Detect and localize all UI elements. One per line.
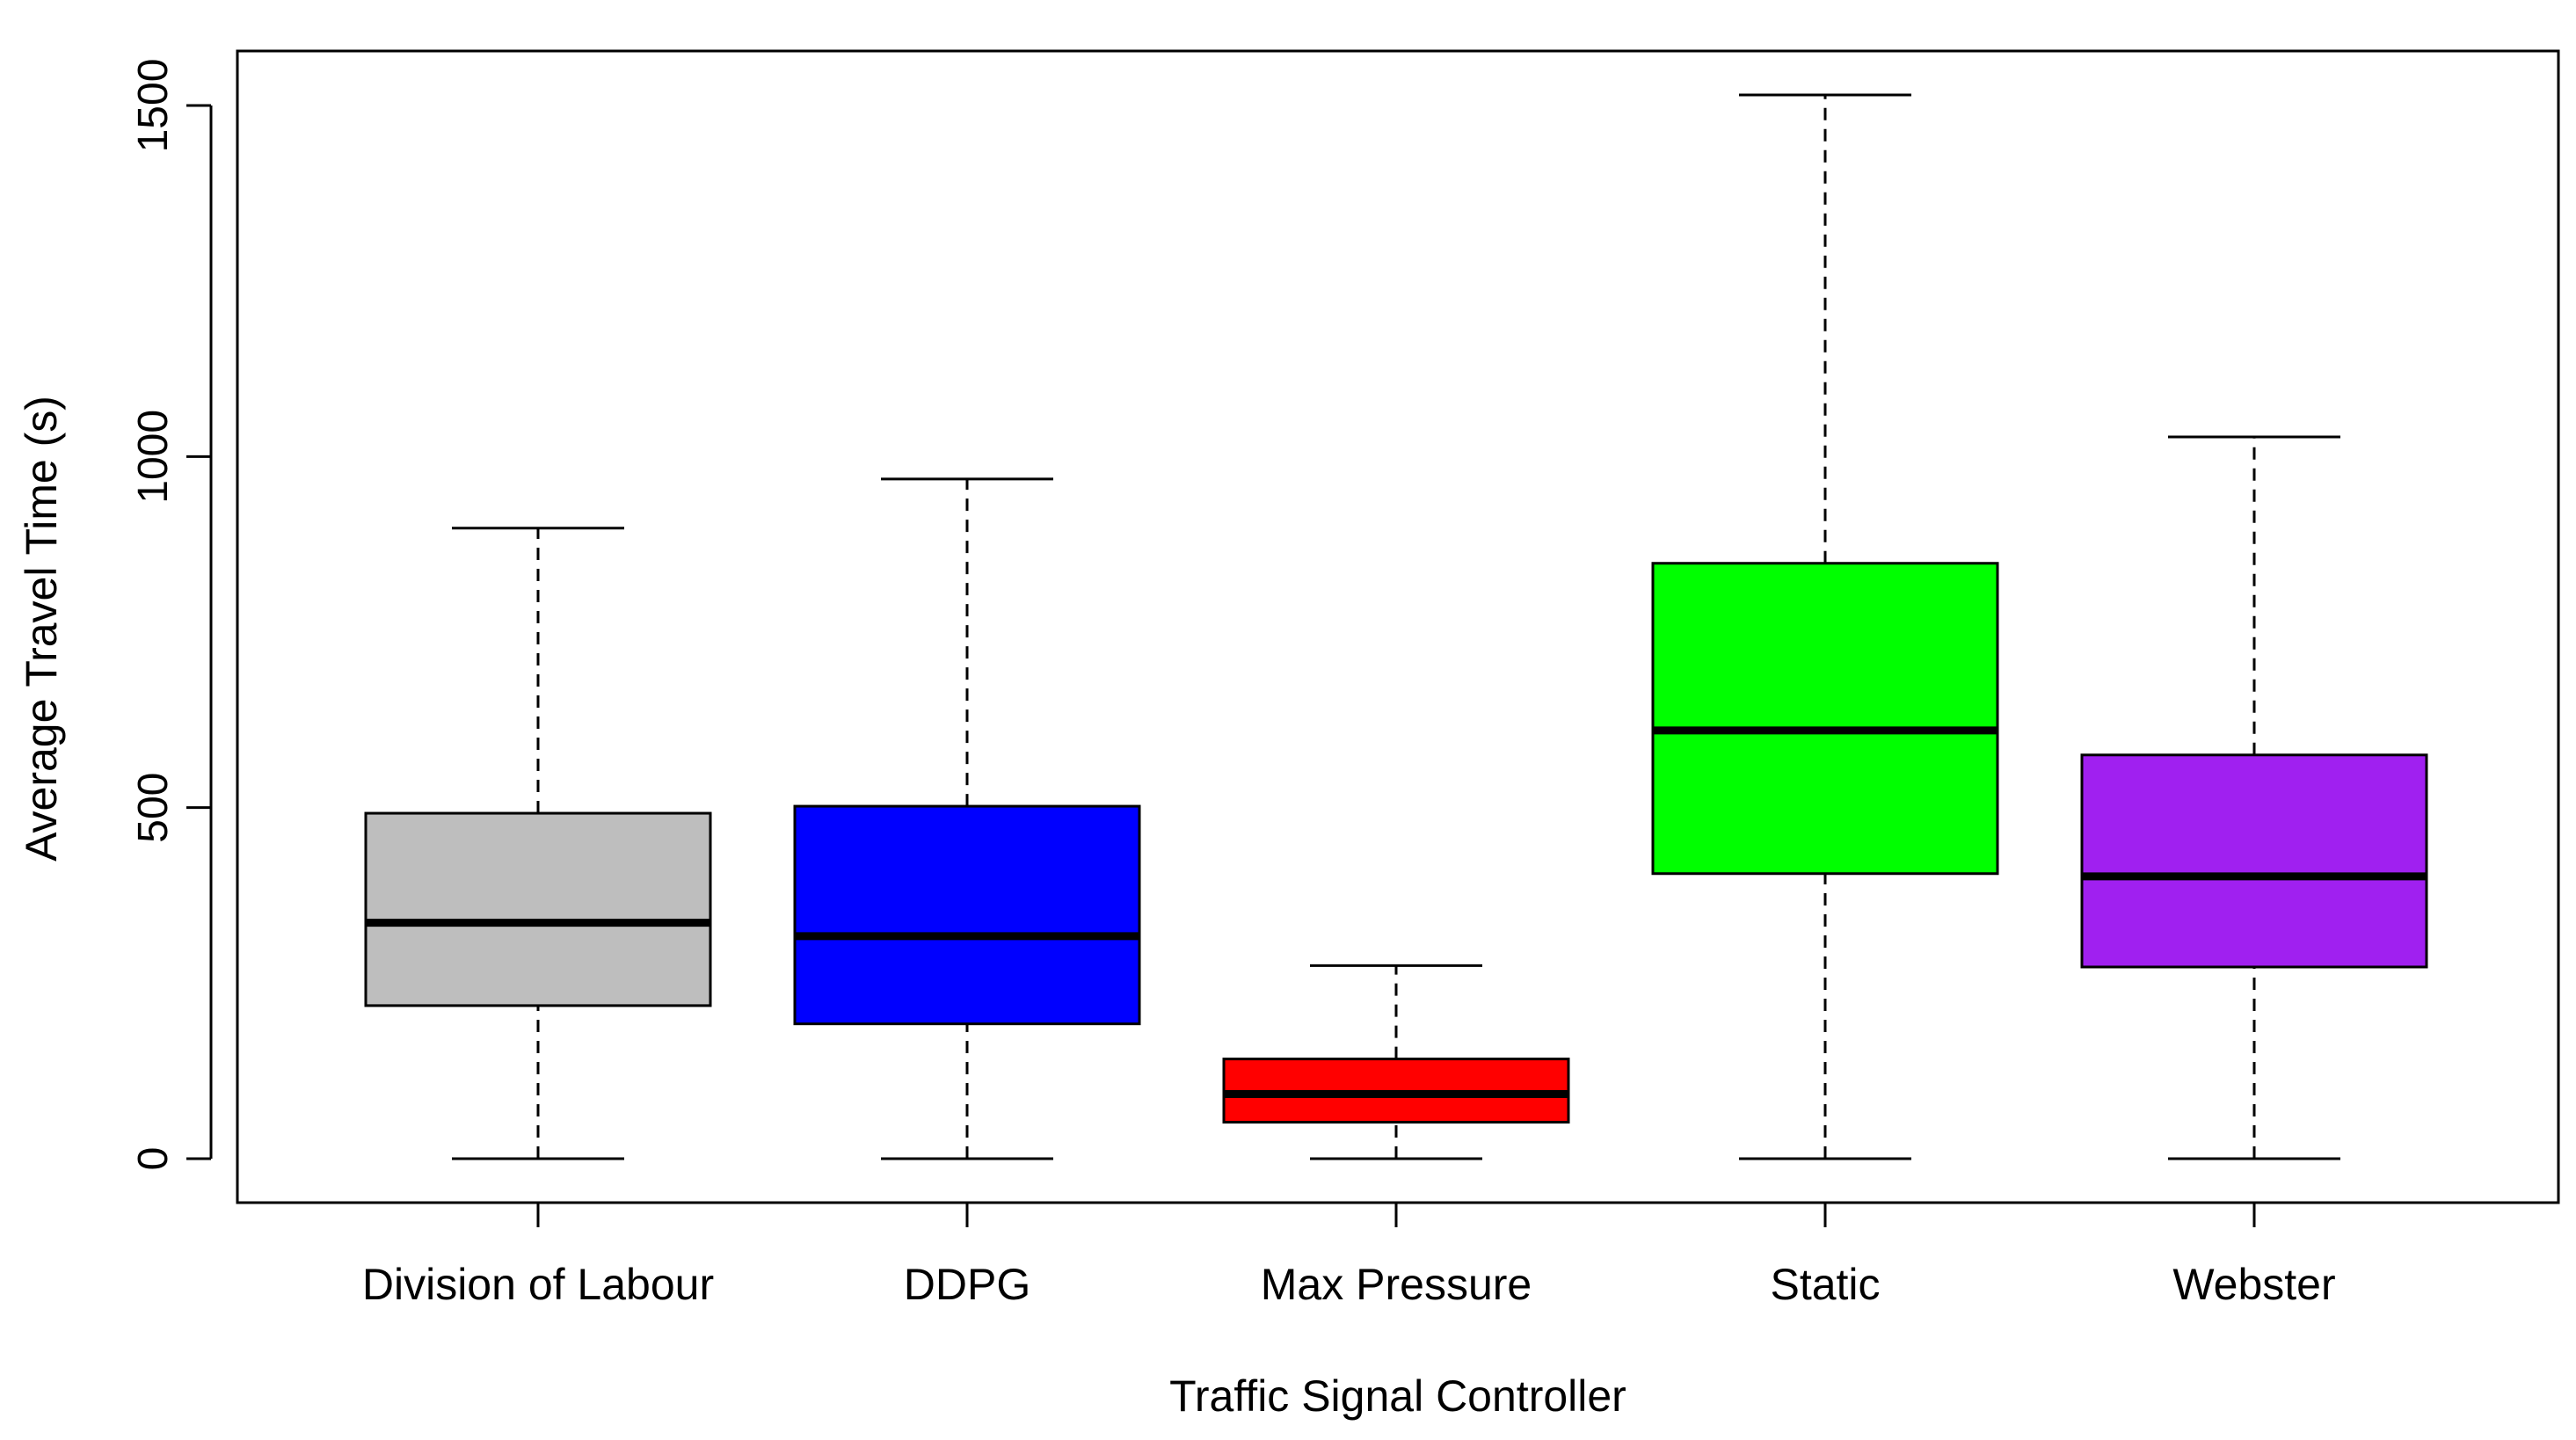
plot-frame <box>236 49 2560 1204</box>
x-tick-label: Max Pressure <box>1261 1260 1532 1309</box>
box-group-4 <box>1651 93 1999 1160</box>
x-tick-label: Webster <box>2172 1260 2335 1309</box>
x-tick-label: DDPG <box>904 1260 1030 1309</box>
iqr-box <box>793 804 1141 1026</box>
y-axis: 0 500 1000 1500 <box>130 59 213 1171</box>
y-tick-label: 1000 <box>130 410 177 504</box>
iqr-box <box>1651 562 1999 876</box>
y-tick-label: 1500 <box>130 59 177 153</box>
iqr-box <box>364 811 712 1007</box>
box-group-5 <box>2080 435 2428 1160</box>
box-group-2 <box>793 477 1141 1160</box>
x-tick-label: Static <box>1770 1260 1880 1309</box>
box-group-1 <box>364 527 712 1160</box>
y-axis-title: Average Travel Time (s) <box>17 396 66 862</box>
chart-marks <box>364 93 2428 1160</box>
y-tick-label: 500 <box>130 773 177 843</box>
iqr-box <box>2080 753 2428 969</box>
x-axis-title: Traffic Signal Controller <box>1169 1371 1626 1421</box>
y-tick-label: 0 <box>130 1147 177 1171</box>
x-tick-label: Division of Labour <box>362 1260 714 1309</box>
box-group-3 <box>1222 964 1570 1160</box>
x-axis: Division of Labour DDPG Max Pressure Static… <box>362 1203 2336 1309</box>
